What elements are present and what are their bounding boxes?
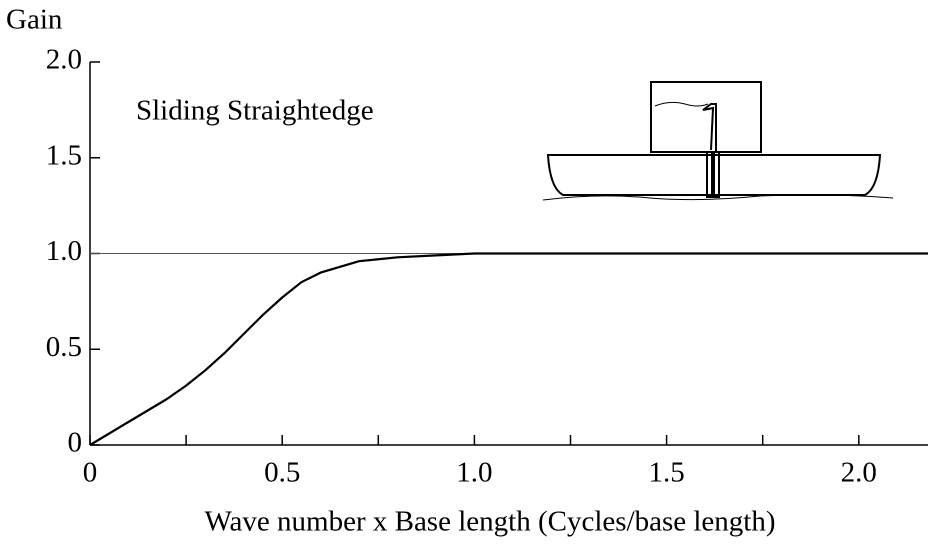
y-tick-label: 1.0	[46, 235, 82, 267]
x-tick-label: 0	[83, 457, 98, 489]
x-tick-label: 1.0	[456, 457, 492, 489]
y-tick-label: 0.5	[46, 331, 82, 363]
inset-diagram	[542, 81, 894, 201]
y-tick-label: 0	[68, 427, 83, 459]
x-tick-label: 1.5	[648, 457, 684, 489]
x-tick-label: 2.0	[841, 457, 877, 489]
x-tick-label: 0.5	[264, 457, 300, 489]
y-tick-label: 2.0	[46, 44, 82, 76]
gain-curve	[89, 252, 928, 446]
annotation: Sliding Straightedge	[136, 95, 374, 127]
x-axis-label: Wave number x Base length (Cycles/base l…	[204, 506, 775, 538]
y-tick-label: 1.5	[46, 139, 82, 171]
y-axis-label: Gain	[6, 4, 63, 36]
